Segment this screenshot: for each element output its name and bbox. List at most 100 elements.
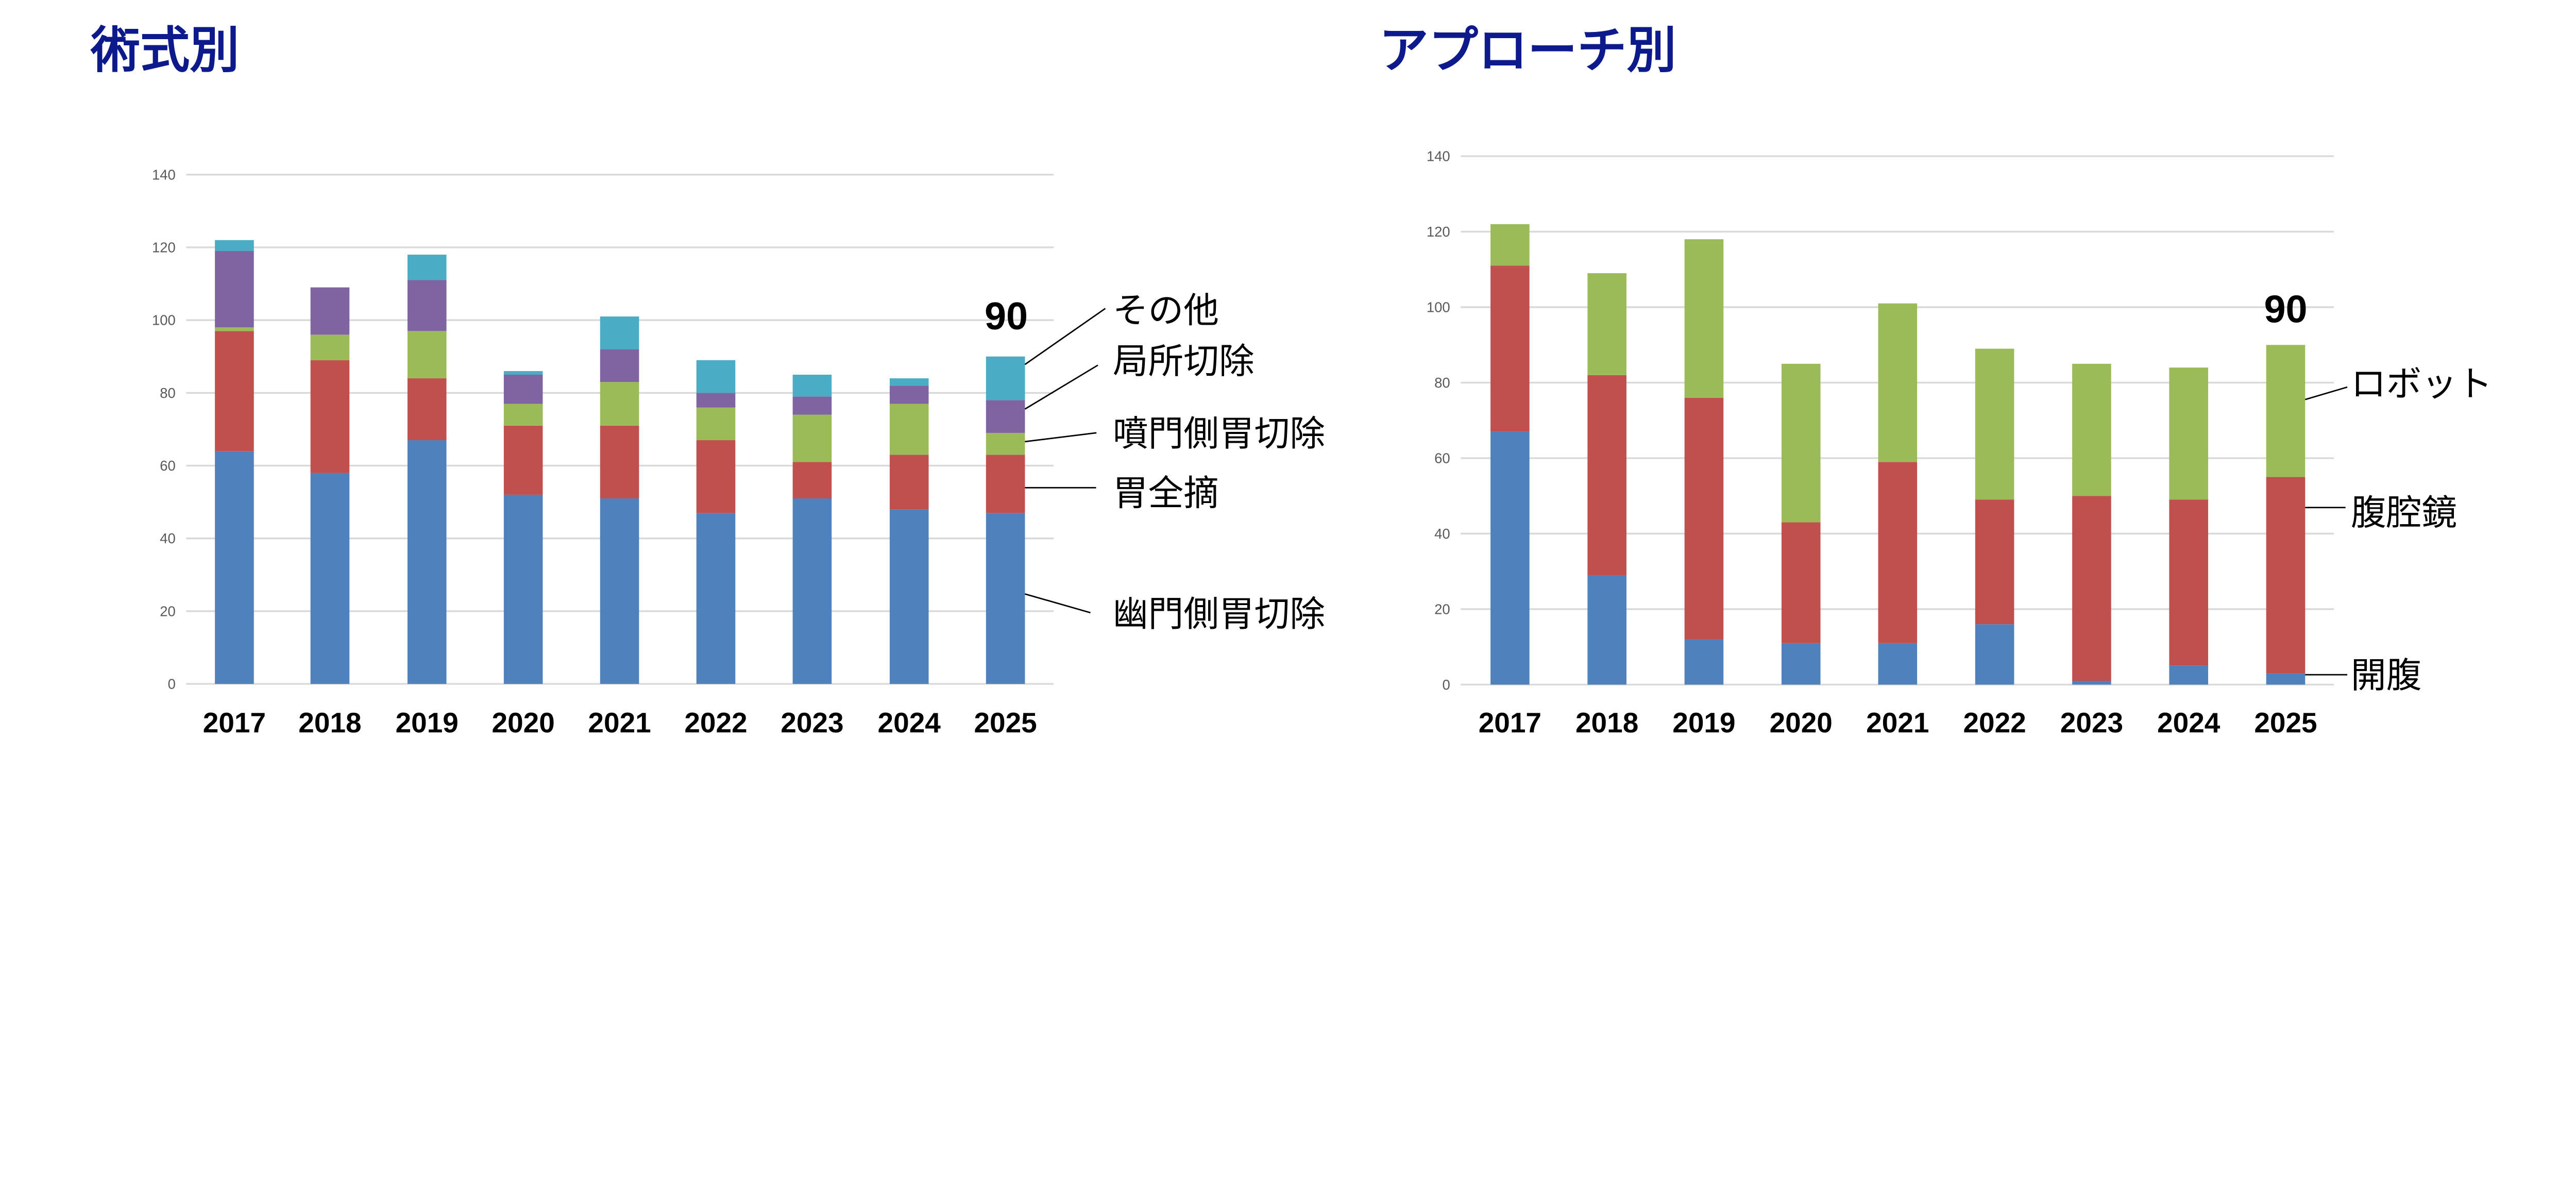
y-tick-label: 0 xyxy=(168,676,176,692)
y-tick-label: 140 xyxy=(152,166,176,182)
x-tick-label: 2017 xyxy=(1479,707,1541,739)
bar-segment-2019-2 xyxy=(407,378,447,441)
bar-segment-2017-2 xyxy=(215,331,254,451)
bar-segment-2019-1 xyxy=(407,440,447,684)
bar-segment-2025-1 xyxy=(986,513,1025,684)
bar-segment-2021-5 xyxy=(600,316,639,349)
bar-segment-2019-5 xyxy=(407,255,447,280)
bar-segment-2017-5 xyxy=(215,240,254,252)
x-tick-label: 2022 xyxy=(684,707,747,739)
bar-segment-2020-2 xyxy=(1781,522,1821,643)
bar-segment-2023-2 xyxy=(792,462,832,498)
bar-segment-2025-2 xyxy=(2266,477,2306,674)
bar-segment-2023-1 xyxy=(2072,681,2111,685)
bar-segment-2017-4 xyxy=(215,251,254,328)
approach-chart: 0 20 40 60 80 100 120 140 2017 2018 2019 2020 2021 20… xyxy=(1427,148,2493,739)
bar-segment-2022-1 xyxy=(1975,624,2014,685)
bar-segment-2018-2 xyxy=(1587,375,1626,575)
x-tick-label: 2024 xyxy=(2157,707,2221,739)
bar-segment-2021-3 xyxy=(600,382,639,426)
chart-title-approach: アプローチ別 xyxy=(1379,22,1676,79)
y-tick-label: 20 xyxy=(1434,601,1450,617)
bar-segment-2020-1 xyxy=(1781,643,1821,685)
leader-line xyxy=(1025,432,1097,443)
bar-segment-2021-4 xyxy=(600,349,639,382)
bar-segment-2024-1 xyxy=(2169,665,2208,685)
bar-segment-2019-1 xyxy=(1684,639,1724,685)
bar-segment-2023-5 xyxy=(792,374,832,397)
y-tick-label: 120 xyxy=(152,240,176,256)
bar-segment-2019-4 xyxy=(407,280,447,331)
procedure-chart: 0 20 40 60 80 100 120 140 2017 2018 2019 2020 2021 20… xyxy=(152,166,1325,739)
bar-segment-2023-4 xyxy=(792,396,832,415)
y-tick-label: 60 xyxy=(160,458,176,474)
bar-segment-2023-2 xyxy=(2072,496,2111,681)
bar-segment-2019-3 xyxy=(1684,239,1724,398)
bar-segment-2022-3 xyxy=(1975,348,2014,500)
total-label: 90 xyxy=(985,295,1028,338)
bar-segment-2017-1 xyxy=(215,451,254,684)
bar-segment-2025-4 xyxy=(986,400,1025,433)
leader-line xyxy=(1024,308,1106,365)
bar-segment-2022-3 xyxy=(696,407,736,441)
bar-segment-2017-3 xyxy=(215,327,254,331)
bar-segment-2020-3 xyxy=(503,404,543,426)
y-tick-label: 80 xyxy=(1434,375,1450,391)
series-label: その他 xyxy=(1113,290,1219,331)
bar-segment-2021-2 xyxy=(1878,462,1918,643)
bar-segment-2023-3 xyxy=(792,414,832,462)
bar-segment-2017-2 xyxy=(1490,265,1530,432)
x-tick-label: 2018 xyxy=(298,707,361,739)
y-tick-label: 20 xyxy=(160,603,176,619)
bar-segment-2025-3 xyxy=(986,432,1025,455)
bar-segment-2024-4 xyxy=(889,386,929,404)
bar-segment-2018-1 xyxy=(310,473,350,684)
x-tick-label: 2022 xyxy=(1963,707,2026,739)
leader-line xyxy=(1025,593,1091,614)
chart-title-procedure: 術式別 xyxy=(90,22,240,79)
bar-segment-2024-1 xyxy=(889,509,929,684)
y-tick-label: 60 xyxy=(1434,450,1450,466)
series-label: 局所切除 xyxy=(1113,341,1255,382)
bar-segment-2020-2 xyxy=(503,425,543,495)
x-tick-label: 2025 xyxy=(2254,707,2317,739)
y-tick-label: 40 xyxy=(1434,526,1450,542)
y-tick-label: 100 xyxy=(1427,299,1450,315)
leader-line xyxy=(1024,364,1098,410)
bar-segment-2024-2 xyxy=(2169,499,2208,666)
bar-segment-2020-1 xyxy=(503,494,543,684)
bar-segment-2017-3 xyxy=(1490,224,1530,266)
bar-segment-2018-3 xyxy=(310,334,350,360)
bar-segment-2021-1 xyxy=(600,498,639,684)
bar-segment-2019-2 xyxy=(1684,397,1724,640)
series-label: 噴門側胃切除 xyxy=(1113,413,1325,455)
bar-segment-2020-4 xyxy=(503,374,543,404)
series-label: 幽門側胃切除 xyxy=(1113,594,1325,635)
bar-segment-2025-5 xyxy=(986,356,1025,400)
total-label: 90 xyxy=(2264,288,2307,331)
bar-segment-2024-3 xyxy=(2169,367,2208,500)
bar-segment-2018-1 xyxy=(1587,575,1626,685)
bar-segment-2022-4 xyxy=(696,393,736,408)
bar-segment-2024-5 xyxy=(889,378,929,386)
bar-segment-2023-1 xyxy=(792,498,832,684)
bar-segment-2019-3 xyxy=(407,331,447,379)
bar-segment-2021-3 xyxy=(1878,303,1918,462)
bar-segment-2024-2 xyxy=(889,455,929,510)
x-tick-label: 2021 xyxy=(1866,707,1929,739)
y-tick-label: 100 xyxy=(152,312,176,328)
x-tick-label: 2019 xyxy=(396,707,459,739)
x-tick-label: 2023 xyxy=(2060,707,2123,739)
y-tick-label: 120 xyxy=(1427,224,1450,240)
x-tick-label: 2020 xyxy=(492,707,555,739)
bar-segment-2021-2 xyxy=(600,425,639,498)
x-tick-label: 2025 xyxy=(974,707,1037,739)
x-tick-label: 2020 xyxy=(1770,707,1833,739)
series-label: 胃全摘 xyxy=(1113,473,1219,514)
bar-segment-2022-1 xyxy=(696,513,736,684)
y-tick-label: 40 xyxy=(160,530,176,546)
bar-segment-2025-2 xyxy=(986,455,1025,513)
bar-segment-2018-4 xyxy=(310,287,350,335)
y-tick-label: 80 xyxy=(160,385,176,401)
